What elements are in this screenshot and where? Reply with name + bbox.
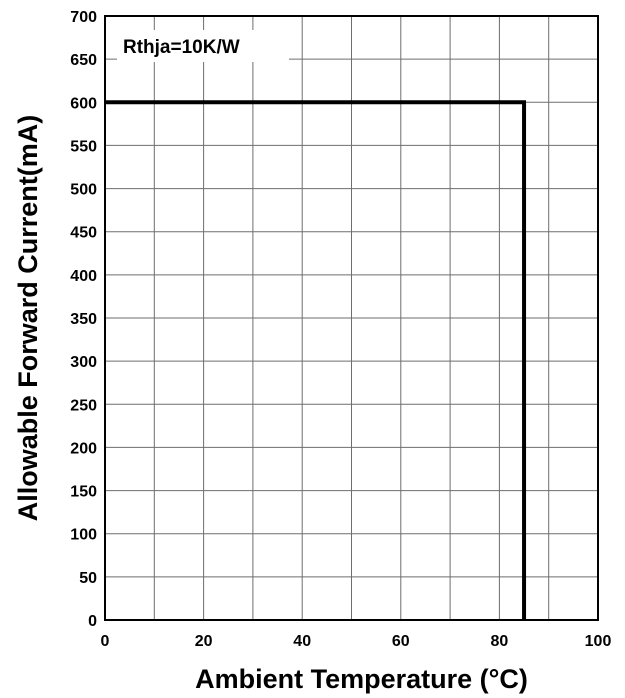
y-tick-label: 50 <box>79 570 97 587</box>
y-tick-label: 350 <box>70 311 97 328</box>
y-tick-label: 550 <box>70 138 97 155</box>
y-tick-label: 250 <box>70 397 97 414</box>
annotation-background <box>117 30 289 62</box>
y-tick-label: 700 <box>70 9 97 26</box>
x-axis-label: Ambient Temperature (°C) <box>195 664 528 694</box>
y-tick-label: 200 <box>70 440 97 457</box>
x-tick-label: 100 <box>585 633 612 650</box>
y-tick-label: 0 <box>88 613 97 630</box>
y-axis-label: Allowable Forward Current(mA) <box>13 115 43 522</box>
y-tick-label: 600 <box>70 95 97 112</box>
x-tick-label: 0 <box>101 633 110 650</box>
x-tick-label: 80 <box>491 633 509 650</box>
series-line <box>105 100 527 620</box>
y-tick-label: 650 <box>70 52 97 69</box>
y-tick-label: 300 <box>70 354 97 371</box>
y-tick-label: 400 <box>70 268 97 285</box>
y-tick-label: 100 <box>70 527 97 544</box>
x-tick-label: 40 <box>293 633 311 650</box>
y-tick-label: 500 <box>70 182 97 199</box>
y-tick-label: 450 <box>70 225 97 242</box>
x-tick-label: 60 <box>392 633 410 650</box>
x-tick-label: 20 <box>195 633 213 650</box>
series <box>105 100 527 620</box>
y-tick-label: 150 <box>70 484 97 501</box>
tick-labels: 0 20 40 60 80 100 0 50 100 150 200 250 300 350 400 450 5… <box>70 9 611 650</box>
plot-frame <box>104 15 599 621</box>
annotation-label: Rthja=10K/W <box>123 37 240 58</box>
